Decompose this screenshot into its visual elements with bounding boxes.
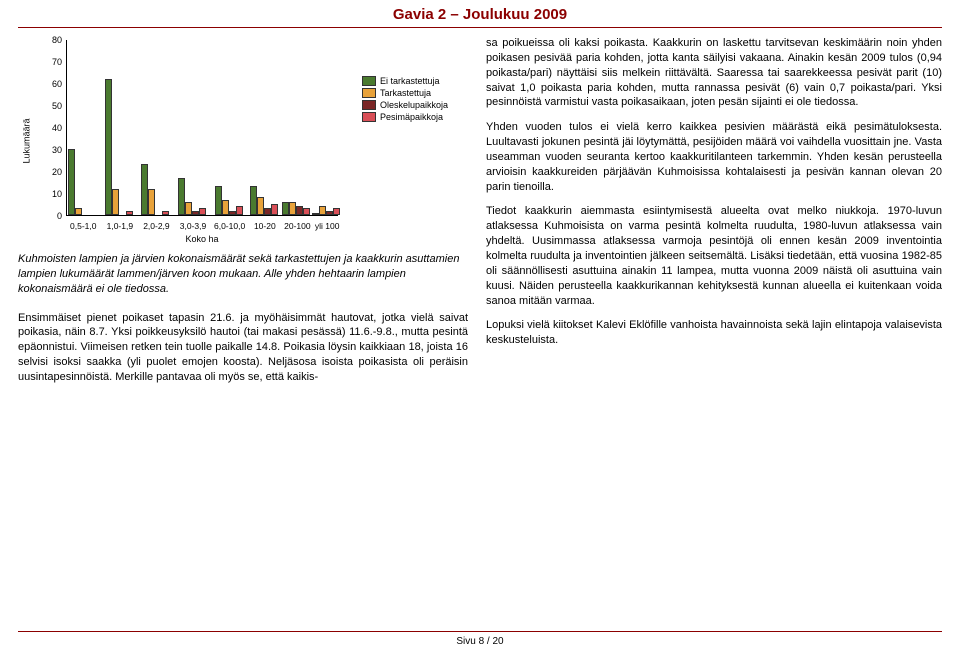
right-paragraph-1: sa poikueissa oli kaksi poikasta. Kaakku… [486, 36, 942, 110]
bar [312, 213, 319, 215]
two-column-layout: Lukumäärä 01020304050607080 0,5-1,01,0-1… [0, 36, 960, 395]
page-header: Gavia 2 – Joulukuu 2009 [0, 0, 960, 27]
bar-group [250, 186, 280, 215]
x-axis-label: Koko ha [66, 234, 338, 244]
legend-label: Pesimäpaikkoja [380, 112, 443, 122]
legend-swatch [362, 100, 376, 110]
bar [289, 202, 296, 215]
right-column: sa poikueissa oli kaksi poikasta. Kaakku… [486, 36, 942, 395]
left-paragraph-1: Ensimmäiset pienet poikaset tapasin 21.6… [18, 311, 468, 385]
right-paragraph-2: Yhden vuoden tulos ei vielä kerro kaikke… [486, 120, 942, 194]
y-tick: 30 [52, 145, 62, 155]
bar [126, 211, 133, 215]
page-number: Sivu 8 / 20 [456, 636, 503, 647]
legend-swatch [362, 112, 376, 122]
bar-group [178, 178, 208, 215]
x-tick: 6,0-10,0 [214, 221, 245, 231]
left-column: Lukumäärä 01020304050607080 0,5-1,01,0-1… [18, 36, 468, 395]
x-tick: yli 100 [315, 221, 340, 231]
bar-group [141, 164, 171, 215]
legend-item: Pesimäpaikkoja [362, 112, 448, 122]
y-tick: 0 [57, 211, 62, 221]
footer-rule [18, 631, 942, 632]
bar [296, 206, 303, 215]
bar [105, 79, 112, 215]
y-tick: 60 [52, 79, 62, 89]
bar [333, 208, 340, 215]
bar [185, 202, 192, 215]
legend-item: Oleskelupaikkoja [362, 100, 448, 110]
y-tick: 10 [52, 189, 62, 199]
bar [319, 206, 326, 215]
bar [257, 197, 264, 215]
y-tick: 50 [52, 101, 62, 111]
bar [68, 149, 75, 215]
bar [229, 211, 236, 215]
bar [282, 202, 289, 215]
bar [192, 211, 199, 215]
bar [250, 186, 257, 215]
y-axis: 01020304050607080 [42, 40, 64, 216]
bar [264, 208, 271, 215]
bar [178, 178, 185, 215]
x-tick: 0,5-1,0 [70, 221, 96, 231]
bar [326, 211, 333, 215]
legend-label: Oleskelupaikkoja [380, 100, 448, 110]
right-paragraph-3: Tiedot kaakkurin aiemmasta esiintymisest… [486, 204, 942, 308]
legend-item: Ei tarkastettuja [362, 76, 448, 86]
bar [199, 208, 206, 215]
chart-caption: Kuhmoisten lampien ja järvien kokonaismä… [18, 252, 468, 297]
y-tick: 80 [52, 35, 62, 45]
y-tick: 40 [52, 123, 62, 133]
bar [222, 200, 229, 215]
bar-group [105, 79, 135, 215]
legend-swatch [362, 88, 376, 98]
x-tick: 20-100 [284, 221, 310, 231]
bar-group [215, 186, 245, 215]
bar [271, 204, 278, 215]
bar [162, 211, 169, 215]
bar [112, 189, 119, 215]
bar [148, 189, 155, 215]
chart-legend: Ei tarkastettuja Tarkastettuja Oleskelupai… [362, 76, 448, 124]
bar [215, 186, 222, 215]
right-paragraph-4: Lopuksi vielä kiitokset Kalevi Eklöfille… [486, 318, 942, 348]
y-tick: 70 [52, 57, 62, 67]
x-tick: 10-20 [254, 221, 276, 231]
chart-plot-area: 0,5-1,01,0-1,92,0-2,93,0-3,96,0-10,010-2… [66, 40, 338, 216]
bar [303, 208, 310, 215]
x-tick: 1,0-1,9 [107, 221, 133, 231]
legend-label: Ei tarkastettuja [380, 76, 440, 86]
bar [141, 164, 148, 215]
x-tick: 2,0-2,9 [143, 221, 169, 231]
legend-label: Tarkastettuja [380, 88, 431, 98]
page-footer: Sivu 8 / 20 [18, 631, 942, 647]
legend-swatch [362, 76, 376, 86]
bar-group [68, 149, 98, 215]
legend-item: Tarkastettuja [362, 88, 448, 98]
bar-group [312, 206, 342, 215]
x-tick: 3,0-3,9 [180, 221, 206, 231]
bar [75, 208, 82, 215]
y-tick: 20 [52, 167, 62, 177]
bar [236, 206, 243, 215]
header-rule [18, 27, 942, 28]
stacked-bar-chart: Lukumäärä 01020304050607080 0,5-1,01,0-1… [18, 36, 448, 246]
bar-group [282, 202, 312, 215]
y-axis-label: Lukumäärä [22, 118, 32, 163]
